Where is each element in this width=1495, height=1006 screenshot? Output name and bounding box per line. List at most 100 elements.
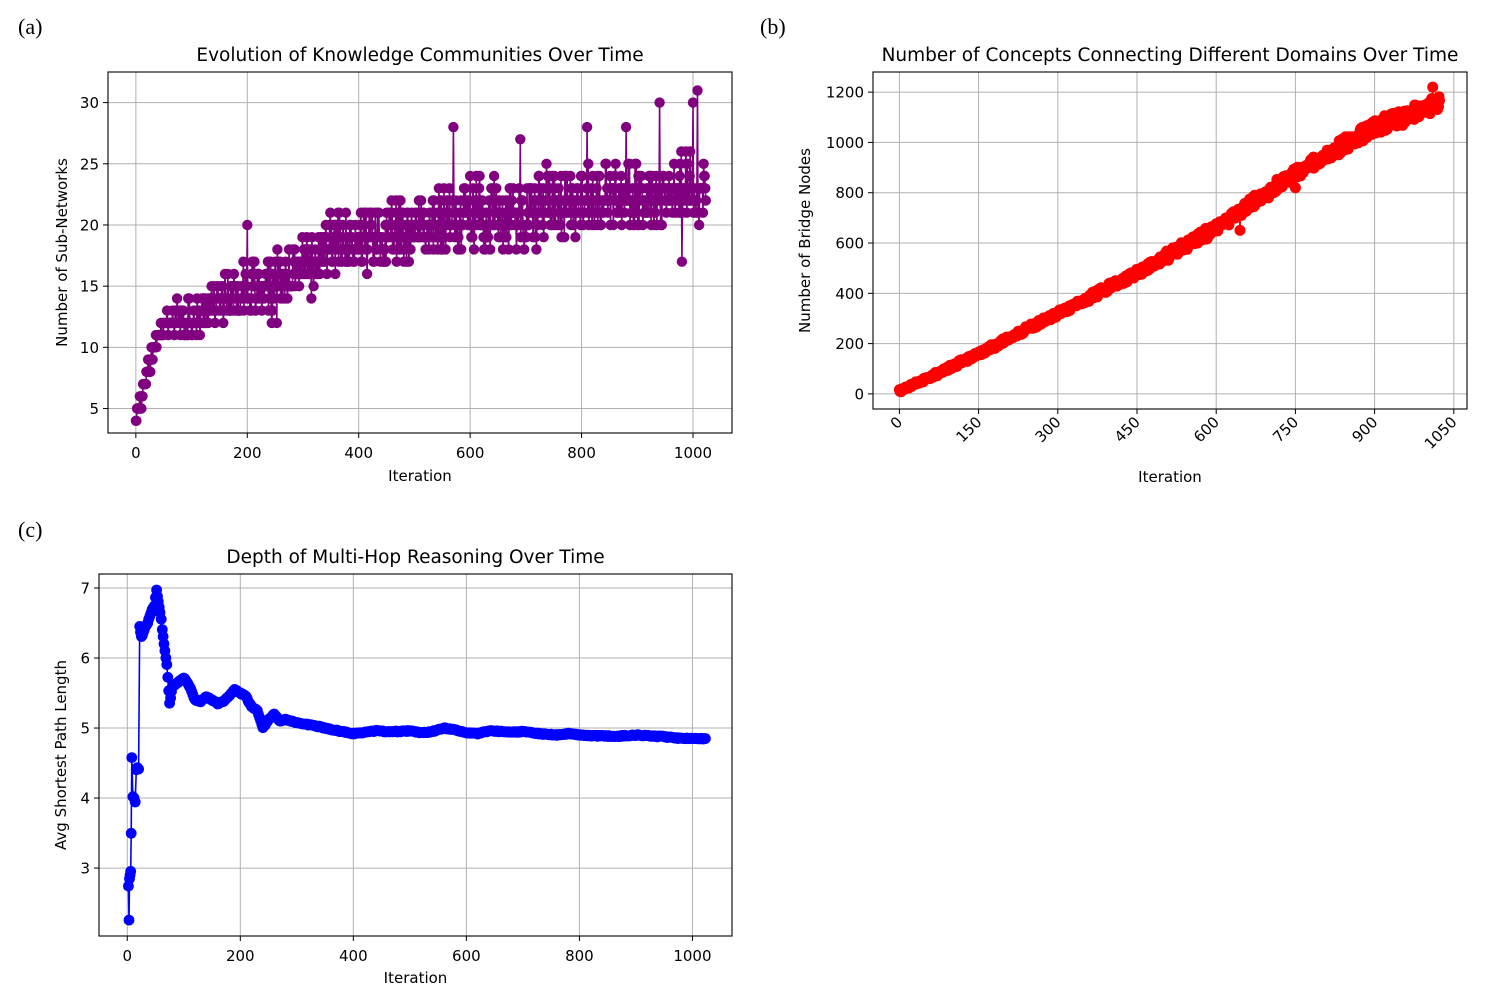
data-point	[325, 207, 336, 218]
chart-title: Evolution of Knowledge Communities Over …	[196, 45, 643, 66]
y-tick-label: 800	[835, 184, 864, 202]
data-point	[531, 244, 542, 255]
x-tick-label: 1000	[673, 947, 711, 965]
data-point	[473, 183, 485, 194]
data-point	[691, 195, 702, 206]
data-point	[453, 232, 464, 243]
x-tick-label: 900	[1348, 413, 1381, 446]
data-point	[583, 158, 594, 169]
data-point	[340, 207, 352, 218]
data-point	[362, 244, 373, 255]
data-point	[361, 268, 373, 280]
axes-frame	[107, 71, 733, 434]
x-tick-label: 200	[233, 444, 262, 462]
x-tick-label: 1050	[1421, 413, 1461, 453]
x-tick-label: 0	[887, 413, 906, 432]
data-point	[151, 342, 162, 353]
data-point	[330, 268, 341, 280]
x-tick-label: 450	[1111, 413, 1144, 446]
data-point	[572, 183, 583, 194]
data-point	[595, 219, 607, 231]
x-axis-label: Iteration	[388, 467, 452, 485]
data-point	[685, 146, 696, 157]
data-point	[162, 671, 174, 683]
data-point	[682, 158, 693, 169]
data-point	[1234, 224, 1246, 236]
data-point	[123, 914, 135, 926]
data-point	[485, 244, 496, 255]
data-point	[405, 244, 416, 255]
data-point	[608, 219, 619, 231]
data-point	[555, 219, 566, 231]
x-tick-label: 150	[952, 413, 985, 446]
data-point	[610, 158, 621, 169]
series-line	[127, 589, 706, 921]
data-point	[389, 232, 400, 243]
data-point	[1289, 182, 1301, 194]
x-tick-label: 400	[344, 444, 373, 462]
y-tick-label: 0	[854, 385, 864, 403]
data-point	[282, 293, 293, 304]
data-point	[576, 170, 588, 182]
data-point	[131, 415, 142, 426]
data-point	[699, 170, 710, 182]
data-point	[649, 207, 661, 218]
data-point	[306, 293, 317, 304]
data-series	[122, 584, 711, 926]
data-point	[511, 244, 522, 255]
data-point	[242, 219, 253, 231]
y-axis-label: Number of Sub-Networks	[53, 158, 71, 347]
data-point	[620, 121, 632, 133]
data-series	[893, 81, 1445, 398]
data-point	[515, 134, 526, 145]
x-tick-label: 600	[1190, 413, 1223, 446]
axes-frame	[98, 573, 733, 937]
x-tick-label: 0	[122, 947, 132, 965]
y-tick-label: 10	[80, 339, 99, 357]
y-tick-label: 15	[80, 278, 99, 296]
data-point	[700, 183, 711, 194]
data-point	[594, 170, 605, 182]
data-point	[126, 752, 138, 763]
data-point	[1427, 81, 1439, 93]
data-point	[456, 244, 467, 255]
y-axis-label: Avg Shortest Path Length	[52, 660, 70, 850]
x-tick-label: 600	[452, 947, 481, 965]
data-point	[591, 183, 602, 194]
data-point	[700, 733, 711, 744]
data-point	[145, 366, 156, 377]
data-point	[631, 158, 642, 169]
data-point	[530, 232, 541, 243]
y-tick-label: 1200	[826, 84, 864, 102]
x-axis-label: Iteration	[384, 969, 448, 987]
data-point	[178, 305, 189, 316]
data-point	[687, 97, 699, 108]
data-series	[130, 85, 711, 426]
data-point	[684, 170, 695, 182]
x-tick-label: 600	[456, 444, 485, 462]
data-point	[537, 219, 548, 231]
data-point	[415, 195, 427, 206]
panel-label: (c)	[18, 517, 42, 542]
chart-b: (b) Number of Concepts Connecting Differe…	[760, 14, 1468, 486]
data-point	[308, 281, 319, 292]
panel-label: (a)	[18, 14, 42, 39]
data-point	[581, 121, 593, 133]
data-point	[217, 281, 228, 292]
data-point	[519, 244, 530, 255]
data-point	[289, 244, 300, 255]
data-point	[431, 219, 442, 231]
y-tick-label: 25	[80, 155, 99, 173]
data-point	[379, 244, 391, 255]
y-axis-label: Number of Bridge Nodes	[796, 148, 814, 333]
data-point	[501, 232, 512, 243]
data-point	[491, 183, 502, 194]
data-point	[565, 170, 576, 182]
data-point	[568, 219, 579, 231]
data-point	[482, 232, 494, 243]
y-tick-label: 200	[835, 335, 864, 353]
data-point	[534, 170, 545, 182]
data-point	[541, 158, 552, 169]
data-point	[692, 85, 703, 96]
